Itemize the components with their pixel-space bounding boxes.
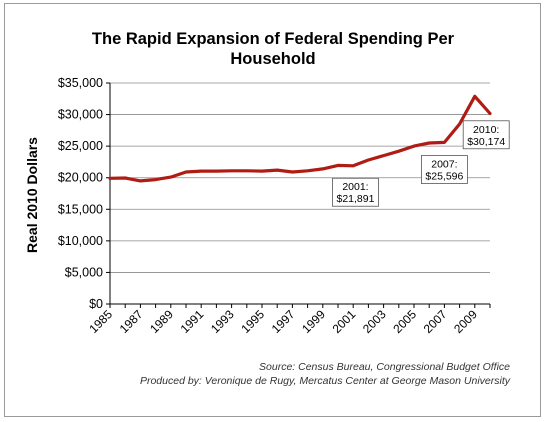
x-tick-label: 1997 xyxy=(269,307,298,336)
x-tick-label: 1993 xyxy=(208,307,237,336)
annotation-value: $25,596 xyxy=(425,171,463,183)
x-tick-label: 1987 xyxy=(117,307,146,336)
annotation-value: $30,174 xyxy=(467,136,505,148)
y-tick-label: $25,000 xyxy=(58,139,103,153)
x-tick-label: 1989 xyxy=(147,307,176,336)
chart-frame xyxy=(4,3,541,417)
x-tick-label: 2001 xyxy=(330,307,359,336)
annotation-year: 2010: xyxy=(473,124,499,136)
x-tick-label: 2009 xyxy=(451,307,480,336)
x-axis-ticks: 1985 1987 1989 1991 1993 1995 1997 1999 2001 2003… xyxy=(86,304,491,336)
x-tick-label: 1985 xyxy=(86,307,115,336)
annotation-year: 2007: xyxy=(431,159,457,171)
annotation-box xyxy=(332,177,379,207)
annotation-callout: 2007:$25,596 xyxy=(420,155,468,184)
y-tick-label: $20,000 xyxy=(58,171,103,185)
gridlines xyxy=(110,82,490,273)
annotation-year: 2001: xyxy=(342,181,368,193)
y-tick-label: $30,000 xyxy=(58,108,103,122)
x-tick-label: 2003 xyxy=(360,307,389,336)
y-tick-label: $5,000 xyxy=(65,265,103,279)
y-tick-label: $10,000 xyxy=(58,234,103,248)
annotation-box xyxy=(420,155,468,184)
series-layer xyxy=(108,94,492,183)
axes xyxy=(109,83,490,305)
chart-title-line2: Household xyxy=(230,50,315,68)
source-note: Source: Census Bureau, Congressional Bud… xyxy=(259,361,510,373)
annotation-callout: 2010:$30,174 xyxy=(462,120,510,150)
x-tick-label: 2005 xyxy=(390,307,419,336)
y-axis-label: Real 2010 Dollars xyxy=(24,137,40,253)
x-tick-label: 2007 xyxy=(421,307,450,336)
x-tick-label: 1995 xyxy=(238,307,267,336)
chart-title-line1: The Rapid Expansion of Federal Spending … xyxy=(92,30,455,48)
x-tick-label: 1999 xyxy=(299,307,328,336)
annotation-callout: 2001:$21,891 xyxy=(332,177,379,207)
annotation-box xyxy=(462,120,510,150)
y-axis-ticks: $0 $5,000 $10,000 $15,000 $20,000 $25,000 $30,… xyxy=(58,76,110,311)
x-tick-label: 1991 xyxy=(178,307,207,336)
annotations: 2001:$21,891 2007:$25,596 2010:$30,174 xyxy=(332,120,510,207)
y-tick-label: $0 xyxy=(89,297,103,311)
annotation-value: $21,891 xyxy=(336,193,374,205)
series-line xyxy=(108,94,492,183)
y-tick-label: $15,000 xyxy=(58,202,103,216)
producer-note: Produced by: Veronique de Rugy, Mercatus… xyxy=(140,375,511,387)
y-tick-label: $35,000 xyxy=(58,76,103,90)
